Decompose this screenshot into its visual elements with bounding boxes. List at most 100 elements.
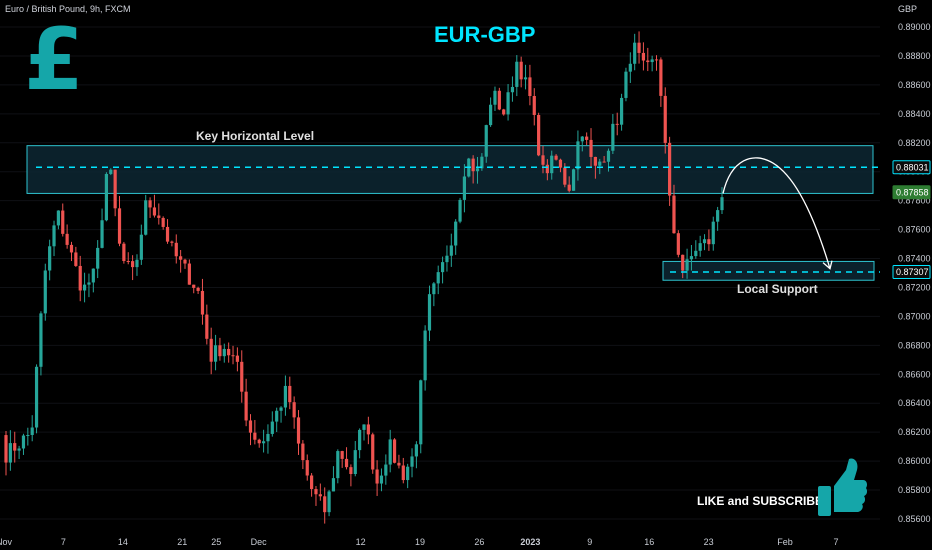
- up-candle: [222, 343, 226, 363]
- up-candle: [702, 234, 707, 251]
- up-candle: [17, 445, 21, 460]
- down-candle: [253, 419, 257, 445]
- candle-body: [681, 254, 685, 271]
- y-tick-label: 0.86200: [898, 427, 931, 437]
- down-candle: [471, 155, 475, 184]
- up-candle: [379, 468, 384, 492]
- candle-body: [179, 256, 183, 260]
- down-candle: [349, 464, 353, 487]
- candle-body: [192, 284, 196, 288]
- up-candle: [283, 375, 288, 416]
- candle-body: [292, 402, 296, 418]
- x-tick-label: 2023: [520, 537, 540, 547]
- down-candle: [637, 31, 641, 64]
- down-candle: [545, 159, 549, 181]
- down-candle: [69, 241, 74, 262]
- up-candle: [454, 219, 458, 255]
- candle-body: [628, 63, 632, 72]
- up-candle: [8, 430, 12, 471]
- down-candle: [615, 112, 619, 136]
- x-tick-label: 7: [833, 537, 838, 547]
- up-candle: [449, 233, 453, 267]
- candle-body: [707, 239, 711, 245]
- candle-body: [266, 433, 270, 442]
- down-candle: [602, 156, 606, 163]
- candle-body: [558, 159, 563, 168]
- down-candle: [65, 224, 69, 249]
- up-candle: [440, 256, 445, 284]
- candle-body: [510, 86, 515, 93]
- candle-body: [96, 247, 100, 269]
- up-candle: [580, 135, 584, 152]
- price-label-box: [892, 264, 931, 279]
- candle-body: [4, 435, 8, 463]
- y-tick-label: 0.87400: [898, 254, 931, 264]
- pound-sign-icon: £: [24, 10, 84, 110]
- up-candle: [144, 194, 148, 236]
- y-tick-label: 0.86400: [898, 398, 931, 408]
- up-candle: [104, 172, 109, 222]
- y-tick-label: 0.88200: [898, 138, 931, 148]
- up-candle: [716, 206, 720, 231]
- candle-body: [423, 330, 427, 381]
- down-candle: [248, 414, 253, 446]
- candle-body: [668, 142, 672, 196]
- candle-body: [401, 465, 405, 481]
- y-tick-label: 0.87200: [898, 282, 931, 292]
- down-candle: [61, 203, 65, 237]
- up-candle: [353, 441, 357, 477]
- candle-body: [227, 348, 231, 356]
- candle-body: [349, 467, 353, 474]
- up-candle: [515, 55, 519, 97]
- candle-body: [100, 220, 104, 248]
- up-candle: [139, 224, 143, 265]
- down-candle: [676, 230, 680, 258]
- candle-body: [576, 141, 580, 170]
- candle-body: [48, 246, 52, 271]
- candle-body: [205, 314, 209, 339]
- like-subscribe-text: LIKE and SUBSCRIBE: [697, 494, 824, 508]
- down-candle: [541, 145, 545, 174]
- candle-body: [104, 173, 109, 221]
- up-candle: [510, 76, 515, 102]
- y-tick-label: 0.89000: [898, 22, 931, 32]
- down-candle: [78, 255, 82, 302]
- up-candle: [711, 216, 715, 251]
- up-candle: [576, 130, 580, 181]
- up-candle: [43, 263, 47, 321]
- candle-body: [580, 136, 584, 142]
- candle-body: [392, 439, 397, 463]
- candle-body: [56, 210, 60, 226]
- candle-body: [43, 270, 47, 314]
- candle-body: [323, 496, 327, 513]
- candle-body: [711, 221, 715, 245]
- candle-body: [336, 451, 340, 479]
- candle-body: [310, 475, 314, 490]
- candle-body: [698, 243, 702, 251]
- up-candle: [414, 441, 418, 469]
- down-candle: [585, 132, 589, 146]
- candle-body: [615, 123, 619, 125]
- up-candle: [388, 429, 392, 473]
- down-candle: [200, 278, 205, 325]
- up-candle: [484, 124, 488, 163]
- candle-body: [222, 348, 226, 357]
- candle-body: [541, 155, 545, 165]
- candle-body: [702, 239, 707, 244]
- candle-body: [218, 345, 222, 357]
- candle-body: [231, 355, 235, 357]
- up-candle: [261, 429, 266, 453]
- candle-body: [388, 439, 392, 465]
- down-candle: [196, 286, 200, 294]
- up-candle: [462, 164, 467, 213]
- down-candle: [4, 430, 8, 476]
- x-tick-label: Dec: [251, 537, 268, 547]
- candle-body: [196, 287, 200, 291]
- candle-body: [358, 429, 362, 451]
- candle-body: [694, 250, 698, 257]
- down-candle: [323, 487, 327, 524]
- candle-body: [375, 469, 379, 484]
- candle-body: [148, 200, 152, 208]
- down-candle: [567, 176, 571, 193]
